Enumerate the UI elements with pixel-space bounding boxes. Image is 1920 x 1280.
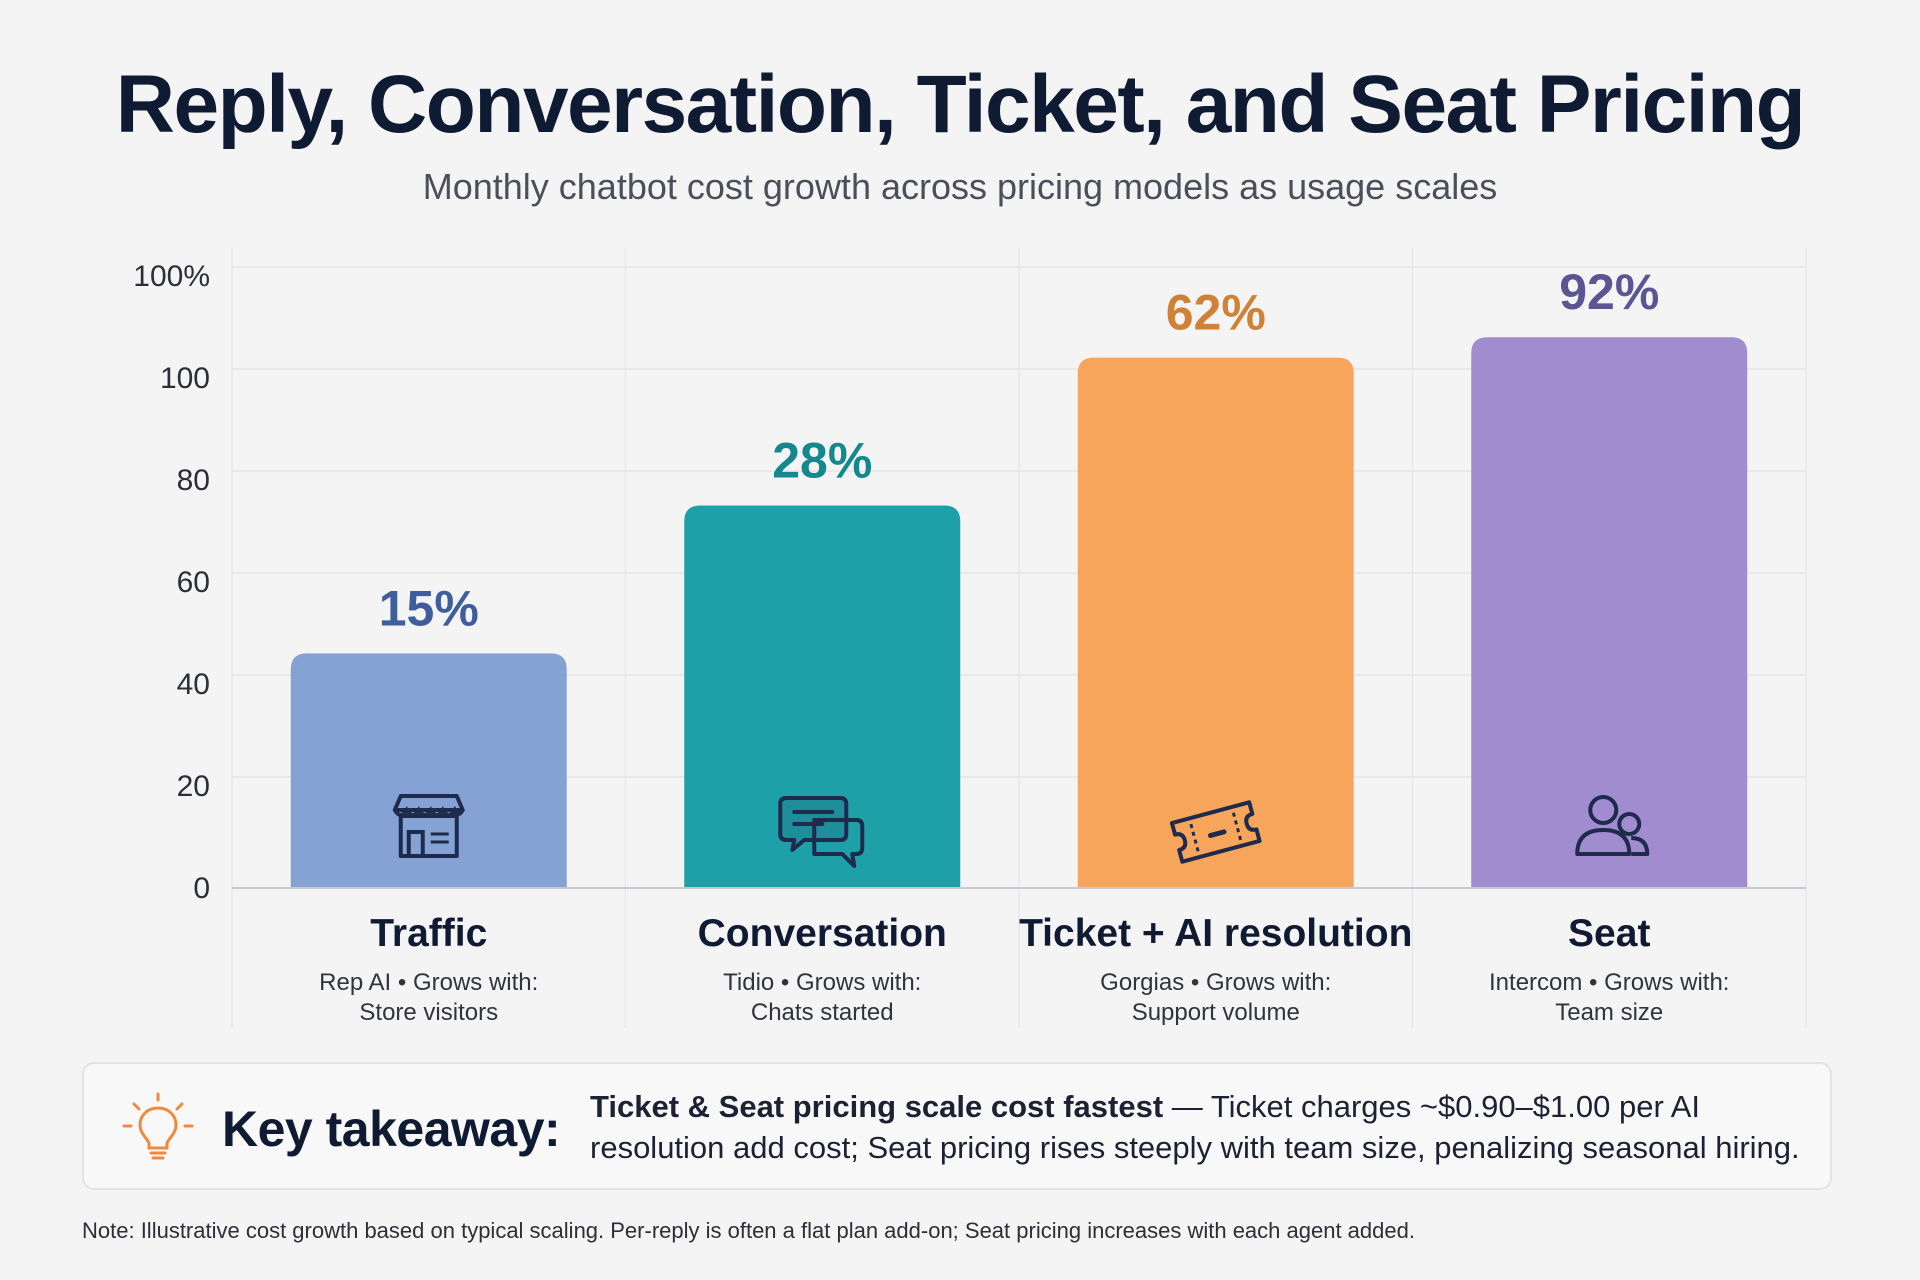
bar [1471, 337, 1748, 888]
category-desc: Chats started [751, 999, 894, 1026]
category-labels: Traffic Rep AI • Grows with: Store visitor… [319, 912, 1729, 1026]
bar-value-label: 15% [379, 580, 479, 636]
category-desc: Gorgias • Grows with: [1100, 969, 1331, 996]
category-desc: Rep AI • Grows with: [319, 969, 538, 996]
chart-subtitle: Monthly chatbot cost growth across prici… [422, 166, 1498, 207]
category-name: Ticket + AI resolution [1019, 912, 1412, 955]
bar [290, 653, 567, 888]
bar-value-label: 62% [1166, 285, 1266, 341]
takeaway-box: Key takeaway: Ticket & Seat pricing scal… [82, 1062, 1832, 1190]
takeaway-text: Ticket & Seat pricing scale cost fastest… [590, 1086, 1810, 1168]
y-tick-label: 80 [177, 464, 210, 497]
category-desc: Team size [1555, 999, 1663, 1026]
y-axis-ticks: 100% 100 80 60 40 20 0 [133, 260, 210, 905]
takeaway-label: Key takeaway: [222, 1101, 561, 1157]
takeaway-bold-text: Ticket & Seat pricing scale cost fastest [590, 1089, 1164, 1124]
y-tick-label: 20 [177, 770, 210, 803]
bar-value-label: 92% [1559, 264, 1659, 320]
bar-group-conversation: 28% [684, 433, 961, 888]
y-tick-label: 0 [193, 872, 210, 905]
y-tick-label: 100 [160, 362, 210, 395]
storefront-icon [392, 794, 465, 858]
bar-value-label: 28% [772, 433, 872, 489]
footnote: Note: Illustrative cost growth based on … [82, 1218, 1415, 1243]
chat-bubbles-icon [778, 796, 865, 868]
bar-group-ticket-ai-resolution: 62% [1077, 285, 1354, 889]
ticket-icon [1169, 800, 1262, 864]
users-icon [1575, 795, 1650, 856]
y-tick-label: 100% [133, 260, 210, 293]
bar [1077, 357, 1354, 889]
bars: 15% 28% 62% 92% [290, 264, 1748, 889]
bar-chart: 100% 100 80 60 40 20 0 15% 28% 62% 92% Traffic Rep… [133, 248, 1807, 1028]
category-name: Conversation [698, 912, 947, 955]
category-name: Seat [1568, 912, 1650, 955]
y-tick-label: 60 [177, 566, 210, 599]
chart-title: Reply, Conversation, Ticket, and Seat Pr… [115, 59, 1806, 150]
takeaway-body-text: — Ticket charges ~$0.90–$1.00 per AI res… [590, 1089, 1800, 1165]
category-desc: Support volume [1132, 999, 1300, 1026]
bar-group-seat: 92% [1471, 264, 1748, 888]
lightbulb-icon [122, 1092, 194, 1160]
category-name: Traffic [370, 912, 487, 955]
category-desc: Tidio • Grows with: [723, 969, 921, 996]
bar-group-traffic: 15% [290, 580, 567, 888]
bar [684, 505, 961, 888]
category-desc: Intercom • Grows with: [1489, 969, 1729, 996]
y-tick-label: 40 [177, 668, 210, 701]
category-desc: Store visitors [359, 999, 498, 1026]
